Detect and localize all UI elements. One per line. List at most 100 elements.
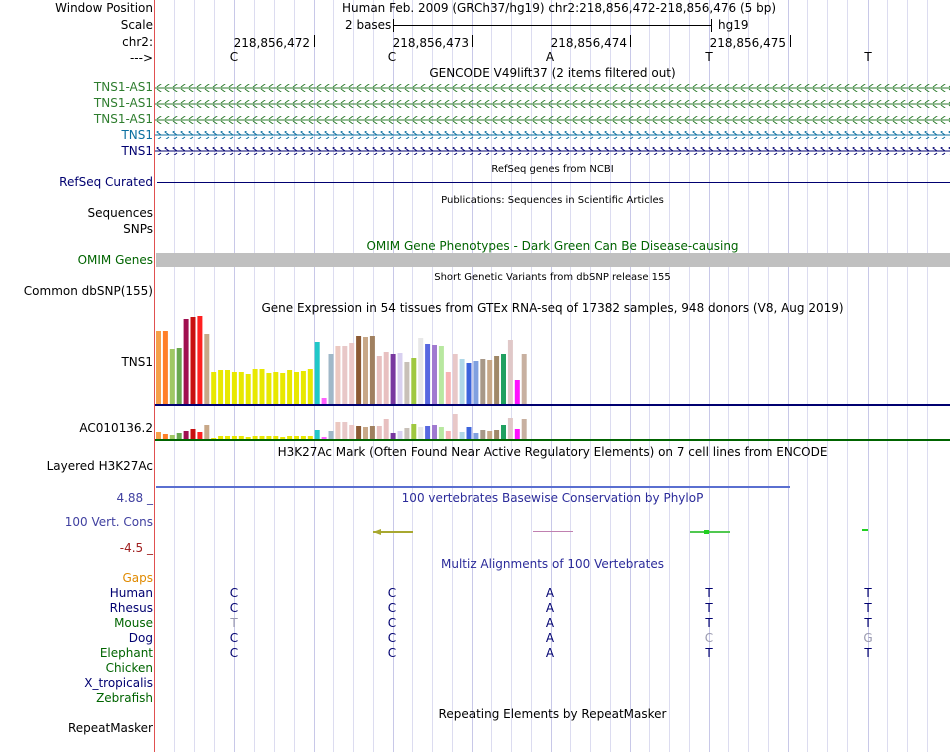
- gtex-bar[interactable]: [307, 436, 313, 439]
- gtex-bar[interactable]: [376, 426, 382, 439]
- gtex-bar[interactable]: [473, 361, 479, 404]
- gtex-bar[interactable]: [418, 427, 424, 439]
- gtex-bar[interactable]: [494, 356, 500, 404]
- gtex-bar[interactable]: [507, 418, 513, 439]
- species-elephant[interactable]: Elephant: [99, 646, 153, 660]
- gtex-bar[interactable]: [238, 372, 244, 404]
- gtex-bar[interactable]: [452, 414, 458, 439]
- gtex-bar[interactable]: [432, 425, 437, 439]
- gtex-bar[interactable]: [459, 359, 465, 404]
- species-human[interactable]: Human: [109, 586, 153, 600]
- gtex-bar[interactable]: [294, 436, 299, 439]
- gtex-bar[interactable]: [521, 419, 527, 439]
- gtex-bar[interactable]: [287, 436, 293, 439]
- gtex-bar[interactable]: [514, 429, 520, 439]
- gtex-bar[interactable]: [425, 344, 431, 404]
- gtex-bar[interactable]: [252, 436, 258, 439]
- gtex-bar[interactable]: [314, 342, 320, 404]
- gencode-gene-glyphs[interactable]: [155, 80, 950, 160]
- gtex-bar[interactable]: [197, 432, 203, 439]
- gtex-bar[interactable]: [514, 380, 520, 404]
- gtex-bar[interactable]: [376, 356, 382, 404]
- gtex-bar[interactable]: [487, 360, 493, 404]
- gtex-bar[interactable]: [238, 436, 244, 439]
- gene-label-tns1-as1[interactable]: TNS1-AS1: [93, 80, 153, 94]
- species-mouse[interactable]: Mouse: [114, 616, 153, 630]
- gtex-bar[interactable]: [411, 358, 417, 404]
- species-xtrop[interactable]: X_tropicalis: [84, 676, 153, 690]
- gtex-bar[interactable]: [501, 425, 506, 439]
- gtex-bar[interactable]: [356, 336, 362, 404]
- gtex-bar[interactable]: [259, 436, 265, 439]
- phylop-signal[interactable]: [155, 520, 950, 540]
- gtex-bar[interactable]: [328, 354, 334, 404]
- gtex-bar[interactable]: [328, 431, 334, 439]
- gene-label-tns1[interactable]: TNS1: [121, 128, 153, 142]
- gtex-bar[interactable]: [404, 428, 410, 439]
- gtex-bar[interactable]: [494, 430, 500, 439]
- species-rhesus[interactable]: Rhesus: [109, 601, 153, 615]
- gtex-bar[interactable]: [438, 346, 444, 404]
- gtex-bar[interactable]: [349, 425, 355, 439]
- gtex-bar[interactable]: [507, 340, 513, 404]
- refseq-label[interactable]: RefSeq Curated: [59, 175, 153, 189]
- gtex-bar[interactable]: [211, 372, 217, 404]
- common-snp-label[interactable]: Common dbSNP(155): [23, 284, 153, 298]
- gtex-bar[interactable]: [335, 346, 341, 404]
- gtex-bar[interactable]: [183, 319, 189, 404]
- gtex-bar[interactable]: [411, 424, 417, 439]
- gene-label-tns1-as1[interactable]: TNS1-AS1: [93, 112, 153, 126]
- gtex-bar[interactable]: [363, 427, 368, 439]
- gtex-ac-chart[interactable]: [155, 407, 950, 442]
- gtex-bar[interactable]: [397, 431, 403, 439]
- gtex-bar[interactable]: [231, 436, 237, 439]
- gtex-bar[interactable]: [383, 419, 389, 439]
- gtex-bar[interactable]: [390, 433, 396, 439]
- gtex-bar[interactable]: [321, 437, 327, 439]
- gtex-bar[interactable]: [300, 436, 306, 439]
- gtex-bar[interactable]: [349, 343, 355, 404]
- gtex-bar[interactable]: [218, 370, 224, 404]
- gtex-bar[interactable]: [156, 331, 161, 404]
- gtex-bar[interactable]: [418, 338, 424, 404]
- gtex-bar[interactable]: [287, 370, 293, 404]
- gene-label-tns1-as1[interactable]: TNS1-AS1: [93, 96, 153, 110]
- gtex-bar[interactable]: [342, 346, 348, 404]
- gtex-bar[interactable]: [369, 426, 375, 439]
- gtex-bar[interactable]: [369, 336, 375, 404]
- gtex-bar[interactable]: [314, 430, 320, 439]
- gaps-label[interactable]: Gaps: [122, 571, 153, 585]
- gtex-bar[interactable]: [280, 437, 286, 439]
- gtex-bar[interactable]: [190, 429, 196, 439]
- gtex-bar[interactable]: [266, 436, 272, 439]
- gtex-bar[interactable]: [176, 433, 182, 439]
- gtex-bar[interactable]: [459, 432, 465, 439]
- gtex-bar[interactable]: [280, 373, 286, 404]
- gtex-bar[interactable]: [321, 398, 327, 404]
- gtex-bar[interactable]: [211, 438, 217, 439]
- gtex-bar[interactable]: [438, 427, 444, 439]
- refseq-gene-line[interactable]: [157, 182, 950, 183]
- gtex-bar[interactable]: [294, 372, 299, 404]
- gtex-bar[interactable]: [197, 316, 203, 404]
- gtex-bar[interactable]: [432, 345, 437, 404]
- gtex-bar[interactable]: [425, 426, 431, 439]
- gtex-bar[interactable]: [466, 427, 472, 439]
- gtex-bar[interactable]: [473, 433, 479, 439]
- gtex-bar[interactable]: [356, 426, 362, 439]
- gtex-bar[interactable]: [466, 363, 472, 404]
- gtex-bar[interactable]: [245, 374, 251, 404]
- species-chicken[interactable]: Chicken: [105, 661, 153, 675]
- gtex-bar[interactable]: [307, 369, 313, 404]
- gtex-bar[interactable]: [383, 352, 389, 404]
- cons-name-label[interactable]: 100 Vert. Cons: [64, 515, 153, 529]
- gtex-bar[interactable]: [300, 371, 306, 404]
- gtex-bar[interactable]: [204, 334, 210, 404]
- gtex-bar[interactable]: [266, 373, 272, 404]
- snps-label[interactable]: SNPs: [123, 222, 153, 236]
- gtex-bar[interactable]: [252, 369, 258, 404]
- gtex-bar[interactable]: [273, 436, 279, 439]
- gtex-ac-label[interactable]: AC010136.2: [79, 421, 153, 435]
- gtex-bar[interactable]: [183, 431, 189, 439]
